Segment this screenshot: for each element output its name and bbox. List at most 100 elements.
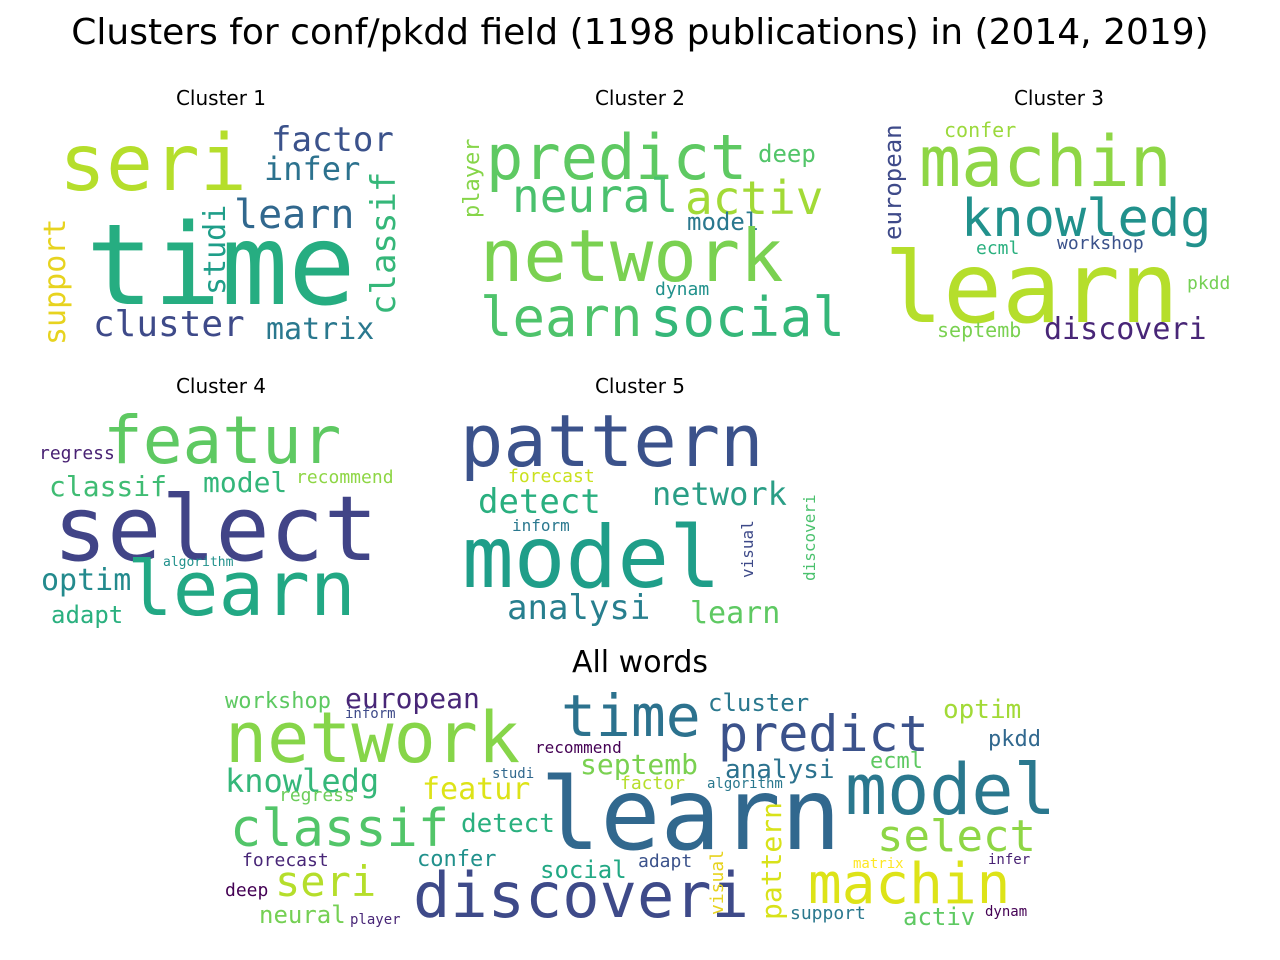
word-support: support [790, 903, 866, 924]
all-words-wordcloud: workshop european inform network time cluster… [215, 685, 1065, 935]
word-factor: factor [271, 120, 394, 160]
word-network: network [652, 475, 787, 513]
cluster-3-title: Cluster 3 [1013, 86, 1105, 110]
word-player: player [350, 912, 401, 928]
word-algorithm: algorithm [163, 555, 234, 570]
word-pattern: pattern [755, 801, 788, 920]
word-ecml: ecml [870, 749, 923, 774]
word-discoveri: discoveri [800, 494, 819, 581]
word-septemb: septemb [580, 748, 699, 781]
cluster-4-wordcloud: featur regress classif model recommend select… [31, 403, 411, 643]
word-time: time [561, 682, 701, 750]
cluster-2-wordcloud: predict deep player neural activ model network… [450, 115, 845, 355]
word-detect: detect [461, 809, 555, 839]
word-algorithm: algorithm [707, 776, 783, 792]
word-select: select [877, 811, 1036, 862]
figure-title: Clusters for conf/pkdd field (1198 publi… [71, 12, 1209, 53]
word-dynam: dynam [655, 279, 710, 300]
word-infer: infer [988, 852, 1031, 868]
word-optim: optim [943, 695, 1022, 725]
word-visual: visual [738, 520, 757, 578]
word-predict: predict [486, 121, 748, 194]
word-featur: featur [103, 402, 342, 479]
word-model: model [462, 508, 721, 608]
word-inform: inform [512, 516, 570, 535]
word-optim: optim [41, 563, 132, 598]
word-recommend: recommend [296, 467, 394, 488]
word-classif: classif [364, 171, 404, 315]
word-workshop: workshop [1057, 233, 1144, 254]
word-network: network [225, 697, 521, 779]
word-studi: studi [492, 766, 535, 782]
word-discoveri: discoveri [413, 859, 749, 932]
word-knowledg: knowledg [961, 189, 1212, 249]
word-european: european [345, 682, 480, 715]
word-time: time [86, 201, 356, 331]
word-learn: learn [540, 756, 842, 873]
word-activ: activ [903, 903, 976, 931]
word-confer: confer [417, 847, 497, 872]
word-inform: inform [345, 706, 396, 722]
word-analysi: analysi [507, 588, 651, 628]
word-workshop: workshop [225, 689, 331, 714]
word-neural: neural [259, 901, 346, 929]
word-learn: learn [884, 232, 1180, 346]
word-learn: learn [480, 286, 643, 349]
word-adapt: adapt [51, 601, 124, 629]
cluster-3-wordcloud: confer european machin knowledg ecml workshop… [869, 115, 1249, 355]
word-visual: visual [707, 849, 728, 915]
word-regress: regress [39, 443, 115, 464]
word-factor: factor [620, 773, 686, 794]
cluster-4-title: Cluster 4 [175, 374, 267, 398]
word-seri: seri [59, 119, 247, 209]
word-forecast: forecast [242, 850, 329, 871]
word-matrix: matrix [853, 856, 904, 872]
word-learn: learn [690, 596, 781, 631]
word-social: social [540, 856, 627, 884]
cluster-5-wordcloud: pattern forecast detect network inform model v… [450, 403, 830, 643]
word-knowledg: knowledg [225, 762, 380, 800]
word-discoveri: discoveri [1044, 312, 1207, 347]
word-studi: studi [198, 204, 233, 295]
word-regress: regress [279, 785, 355, 806]
word-machin: machin [808, 852, 1011, 917]
word-cluster: cluster [708, 689, 810, 717]
word-european: european [879, 124, 907, 240]
word-social: social [650, 286, 846, 349]
word-pattern: pattern [460, 399, 764, 483]
word-deep: deep [225, 880, 269, 901]
word-pkdd: pkdd [988, 727, 1041, 752]
word-neural: neural [512, 169, 679, 223]
word-deep: deep [758, 140, 816, 168]
word-machin: machin [919, 121, 1172, 203]
word-select: select [53, 477, 379, 582]
word-featur: featur [422, 772, 531, 807]
word-classif: classif [49, 470, 168, 503]
all-words-title: All words [571, 645, 709, 680]
word-seri: seri [275, 857, 377, 906]
word-confer: confer [944, 118, 1017, 142]
word-predict: predict [718, 705, 929, 763]
word-ecml: ecml [976, 238, 1020, 259]
word-forecast: forecast [508, 466, 595, 487]
cluster-1-wordcloud: seri time factor infer learn classif studi supp… [31, 115, 411, 355]
word-support: support [38, 218, 73, 345]
word-septemb: septemb [937, 318, 1022, 342]
cluster-5-title: Cluster 5 [594, 374, 686, 398]
word-network: network [480, 214, 784, 298]
word-model: model [687, 208, 760, 236]
word-cluster: cluster [93, 304, 245, 345]
cluster-1-title: Cluster 1 [175, 86, 267, 110]
word-activ: activ [685, 171, 824, 225]
word-learn: learn [127, 544, 356, 633]
word-adapt: adapt [638, 851, 693, 872]
word-model: model [845, 749, 1056, 831]
word-matrix: matrix [266, 312, 375, 347]
word-analysi: analysi [725, 755, 835, 785]
word-player: player [460, 138, 485, 218]
word-pkdd: pkdd [1187, 273, 1231, 294]
word-dynam: dynam [985, 904, 1028, 920]
word-model: model [203, 466, 288, 499]
word-infer: infer [264, 150, 361, 188]
cluster-2-title: Cluster 2 [594, 86, 686, 110]
